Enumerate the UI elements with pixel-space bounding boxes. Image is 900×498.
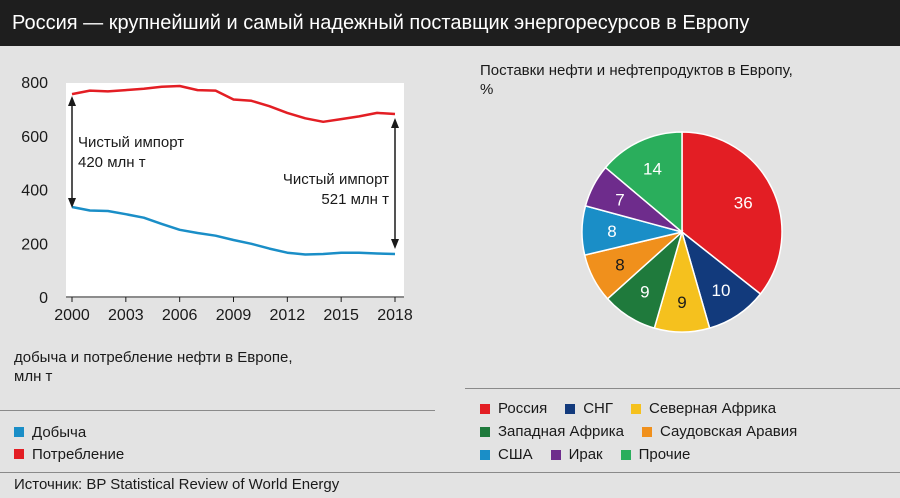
x-tick-label: 2018 xyxy=(377,307,413,324)
x-tick-label: 2015 xyxy=(323,307,359,324)
line-chart-subtitle: добыча и потребление нефти в Европе, млн… xyxy=(14,348,334,386)
divider-left xyxy=(0,410,435,411)
pie-slice xyxy=(604,131,683,234)
pie-legend-item-cis: СНГ xyxy=(565,400,613,417)
pie-value-label: 8 xyxy=(615,256,624,275)
subtitle-line2: млн т xyxy=(14,368,53,385)
pie-value-label: 36 xyxy=(734,193,753,212)
pie-legend-label: Россия xyxy=(498,400,548,417)
pie-value-label: 9 xyxy=(640,282,649,301)
annotation-left: Чистый импорт 420 млн т xyxy=(68,96,184,208)
y-tick-label: 0 xyxy=(39,290,48,307)
subtitle-line1: добыча и потребление нефти в Европе, xyxy=(14,349,293,366)
annotation-right-line2: 521 млн т xyxy=(321,191,389,208)
pie-legend-swatch xyxy=(642,426,653,437)
legend-item-production: Добыча xyxy=(14,421,124,443)
annotation-left-line1: Чистый импорт xyxy=(78,134,184,151)
arrow-right-head-bottom xyxy=(391,239,399,249)
pie-value-label: 7 xyxy=(615,191,624,210)
legend-label-consumption: Потребление xyxy=(32,445,125,463)
arrow-left-head-bottom xyxy=(68,198,76,208)
pie-legend-item-saudi-arabia: Саудовская Аравия xyxy=(642,423,797,440)
pie-legend-row-1: Россия СНГ Северная Африка xyxy=(480,397,815,420)
y-tick-label: 400 xyxy=(21,183,48,200)
annotation-right-line1: Чистый импорт xyxy=(283,171,389,188)
line-legend: Добыча Потребление xyxy=(14,421,124,465)
pie-legend-label: СНГ xyxy=(583,400,613,417)
pie-title-line2: % xyxy=(480,81,494,98)
pie-legend: Россия СНГ Северная Африка Западная Афри… xyxy=(480,397,815,466)
pie-value-label: 9 xyxy=(677,293,686,312)
legend-swatch-production xyxy=(14,427,24,437)
legend-swatch-consumption xyxy=(14,449,24,459)
y-tick-label: 800 xyxy=(21,75,48,92)
pie-legend-label: Ирак xyxy=(568,446,603,463)
pie-legend-label: Саудовская Аравия xyxy=(660,423,798,440)
pie-legend-swatch xyxy=(565,403,576,414)
x-tick-label: 2003 xyxy=(108,307,144,324)
pie-legend-swatch xyxy=(550,449,561,460)
x-tick-label: 2012 xyxy=(270,307,306,324)
pie-legend-row-3: США Ирак Прочие xyxy=(480,443,815,466)
line-chart-panel: 0 200 400 600 800 2000 2003 2006 2009 2012 2015 201… xyxy=(0,46,435,498)
pie-value-label: 14 xyxy=(643,160,662,179)
source-note: Источник: BP Statistical Review of World… xyxy=(14,476,340,493)
x-tick-label: 2000 xyxy=(54,307,90,324)
pie-legend-swatch xyxy=(480,403,490,414)
pie-chart-title: Поставки нефти и нефтепродуктов в Европу… xyxy=(480,61,840,99)
pie-legend-swatch xyxy=(480,426,490,437)
pie-legend-item-iraq: Ирак xyxy=(550,446,603,463)
pie-legend-swatch xyxy=(480,449,490,460)
pie-legend-swatch xyxy=(631,403,641,414)
annotation-right: Чистый импорт 521 млн т xyxy=(283,118,399,249)
pie-legend-label: Северная Африка xyxy=(649,400,777,417)
x-tick-label: 2006 xyxy=(162,307,198,324)
line-chart: 0 200 400 600 800 2000 2003 2006 2009 2012 2015 201… xyxy=(21,75,413,324)
y-tick-label: 600 xyxy=(21,129,48,146)
pie-legend-label: Прочие xyxy=(638,446,691,463)
pie-title-line1: Поставки нефти и нефтепродуктов в Европу… xyxy=(480,62,793,79)
divider-bottom xyxy=(0,472,900,473)
pie-legend-item-other: Прочие xyxy=(620,446,691,463)
pie-value-label: 10 xyxy=(712,281,731,300)
pie-legend-swatch xyxy=(620,449,631,460)
pie-legend-item-russia: Россия xyxy=(480,400,547,417)
pie-slice xyxy=(681,131,783,296)
y-tick-label: 200 xyxy=(21,236,48,253)
divider-right xyxy=(465,388,900,389)
consumption-line xyxy=(71,84,396,124)
annotation-left-line2: 420 млн т xyxy=(78,154,146,171)
pie-legend-item-north-africa: Северная Африка xyxy=(631,400,776,417)
production-line xyxy=(71,205,396,256)
pie-legend-row-2: Западная Африка Саудовская Аравия xyxy=(480,420,815,443)
arrow-right-head-top xyxy=(391,118,399,128)
legend-item-consumption: Потребление xyxy=(14,443,124,465)
legend-label-production: Добыча xyxy=(32,423,87,441)
x-tick-label: 2009 xyxy=(216,307,252,324)
page-title: Россия — крупнейший и самый надежный пос… xyxy=(0,0,900,46)
pie-legend-label: США xyxy=(498,446,533,463)
pie-legend-label: Западная Африка xyxy=(498,423,625,440)
pie-legend-item-west-africa: Западная Африка xyxy=(480,423,624,440)
arrow-left-head-top xyxy=(68,96,76,106)
pie-value-label: 8 xyxy=(607,222,616,241)
pie-legend-item-usa: США xyxy=(480,446,533,463)
